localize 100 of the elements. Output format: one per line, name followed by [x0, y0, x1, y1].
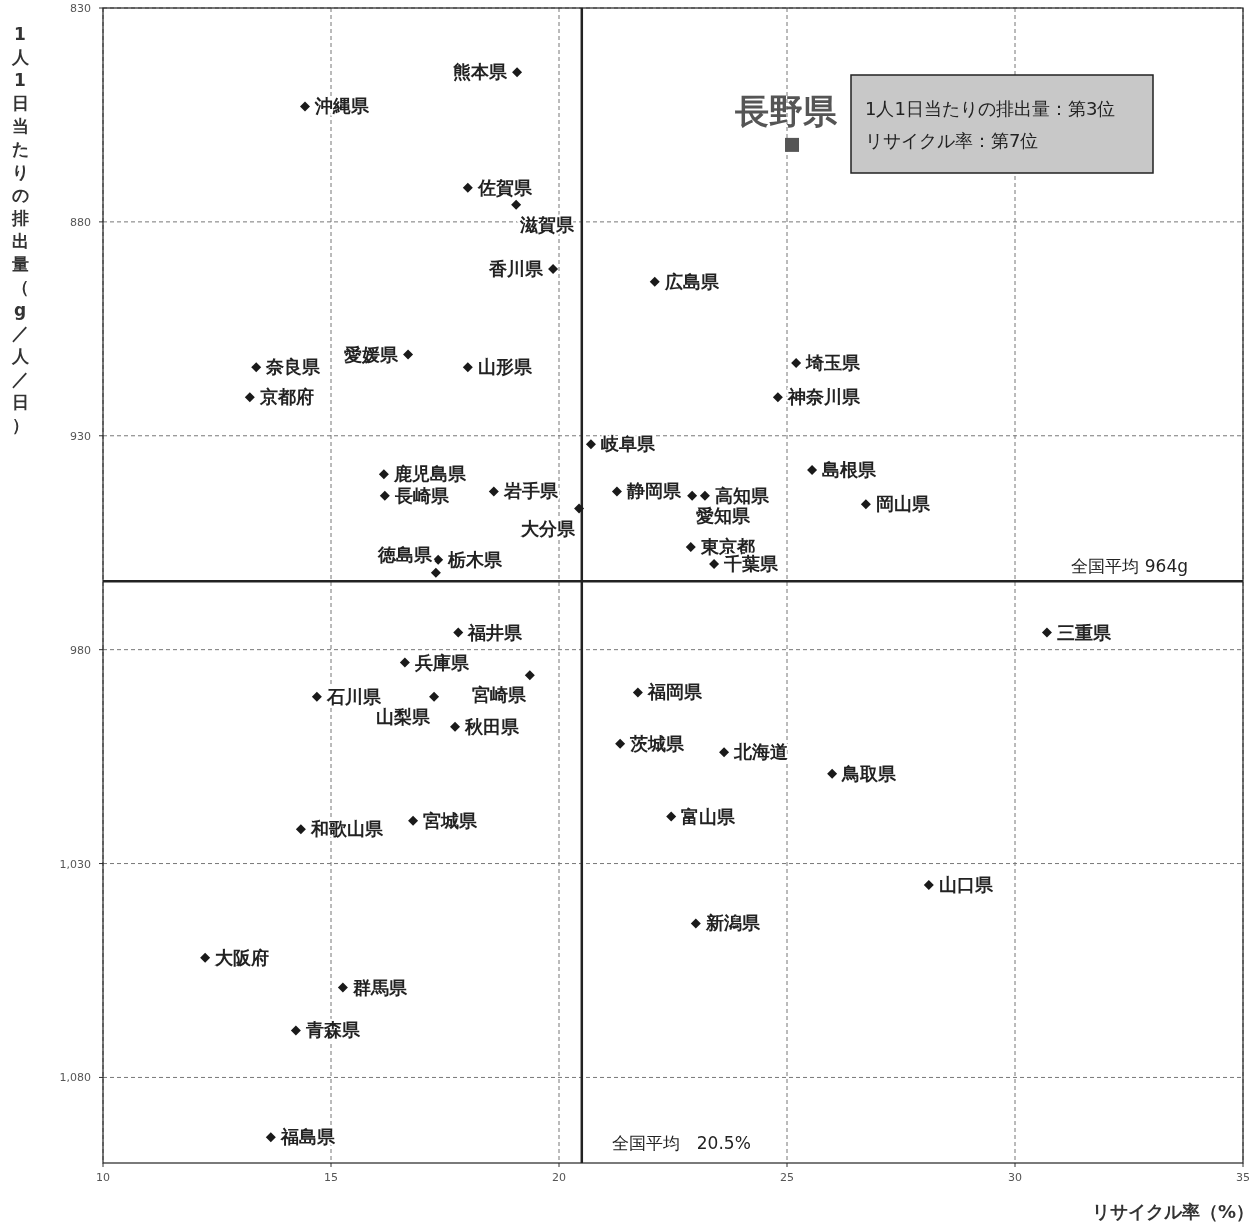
point	[430, 567, 441, 578]
annotation: 青森県	[304, 1019, 361, 1041]
annotation: 高知県	[714, 484, 770, 506]
point	[785, 137, 800, 152]
annotation: 長崎県	[393, 484, 450, 506]
annotation: 大阪府	[214, 946, 270, 968]
point	[512, 67, 523, 78]
point	[511, 199, 522, 210]
annotation: 徳島県	[376, 543, 433, 565]
annotation: 佐賀県	[476, 176, 533, 198]
annotation: 滋賀県	[519, 213, 576, 235]
point	[462, 182, 473, 193]
annotation: 京都府	[258, 386, 314, 408]
point	[719, 747, 730, 758]
annotation: 山形県	[477, 356, 533, 378]
annotation: 茨城県	[629, 732, 686, 754]
point	[311, 691, 322, 702]
point	[615, 738, 626, 749]
point	[690, 918, 701, 929]
point	[379, 490, 390, 501]
annotation: 鳥取県	[841, 762, 898, 784]
annotation: 三重県	[1056, 621, 1112, 643]
annotation: 秋田県	[464, 715, 521, 737]
x-axis-title: リサイクル率（%）	[1091, 1201, 1255, 1222]
point	[687, 490, 698, 501]
point	[300, 101, 311, 112]
point	[611, 486, 622, 497]
x-tick-label: 15	[324, 1171, 338, 1184]
point	[548, 263, 559, 274]
annotation: 福井県	[467, 621, 524, 643]
point	[709, 559, 720, 570]
annotation: 埼玉県	[805, 352, 862, 374]
annotation: 奈良県	[265, 356, 322, 378]
annotation: 神奈川県	[786, 386, 861, 408]
point	[574, 503, 585, 514]
x-tick-label: 10	[96, 1171, 110, 1184]
point	[378, 469, 389, 480]
annotation: リサイクル率：第7位	[865, 130, 1039, 151]
y-tick-label: 1,030	[59, 857, 91, 871]
y-tick-label: 830	[70, 2, 91, 15]
point	[251, 362, 262, 373]
y-tick-label: 930	[70, 429, 91, 443]
annotation: 栃木県	[447, 548, 504, 570]
annotation: 岐阜県	[600, 433, 656, 455]
point	[632, 687, 643, 698]
annotation: 和歌山県	[309, 818, 384, 840]
point	[290, 1025, 301, 1036]
annotation: 香川県	[488, 257, 545, 279]
point	[399, 657, 410, 668]
point	[1041, 627, 1052, 638]
ref-line-label: 全国平均 964g	[1071, 556, 1188, 577]
annotation: 宮崎県	[471, 684, 527, 706]
annotation: 石川県	[325, 685, 382, 707]
annotation: 大分県	[520, 517, 577, 539]
annotation: 岡山県	[875, 493, 931, 515]
point	[772, 392, 783, 403]
annotation: 新潟県	[704, 912, 761, 934]
annotation: 福島県	[279, 1126, 336, 1148]
x-tick-label: 30	[1008, 1171, 1022, 1184]
point	[524, 670, 535, 681]
x-tick-label: 35	[1236, 1171, 1250, 1184]
point	[827, 768, 838, 779]
annotation: 静岡県	[625, 480, 682, 502]
annotation: 北海道	[733, 741, 789, 763]
point	[403, 349, 414, 360]
annotation: 宮城県	[423, 809, 479, 831]
point	[807, 465, 818, 475]
annotation: 兵庫県	[413, 651, 470, 673]
y-tick-label: 1,080	[59, 1071, 91, 1085]
annotation: 1人1日当たりの排出量：第3位	[865, 98, 1116, 119]
y-tick-label: 980	[70, 643, 91, 657]
point	[200, 952, 211, 963]
point	[429, 691, 440, 702]
point	[244, 392, 255, 403]
point	[791, 358, 802, 369]
annotation: 岩手県	[502, 480, 559, 502]
point	[453, 627, 464, 638]
annotation: 山梨県	[376, 705, 432, 727]
point	[923, 879, 934, 890]
point	[685, 542, 696, 552]
point	[860, 499, 871, 510]
point	[666, 811, 677, 822]
point	[295, 824, 306, 835]
annotation: 富山県	[681, 805, 737, 827]
annotation: 愛知県	[696, 504, 752, 526]
annotation: 山口県	[938, 873, 994, 895]
annotation: 福岡県	[646, 681, 703, 703]
point	[265, 1132, 276, 1143]
point	[408, 815, 419, 826]
point	[433, 554, 444, 565]
y-tick-label: 880	[70, 215, 91, 229]
point	[462, 362, 473, 373]
point	[585, 439, 596, 450]
point	[337, 982, 348, 993]
annotation: 沖縄県	[314, 95, 371, 117]
point	[649, 276, 660, 287]
point	[488, 486, 499, 497]
annotation: 島根県	[822, 459, 878, 480]
annotation: 千葉県	[723, 553, 780, 575]
ref-line-label: 全国平均 20.5%	[611, 1133, 751, 1153]
